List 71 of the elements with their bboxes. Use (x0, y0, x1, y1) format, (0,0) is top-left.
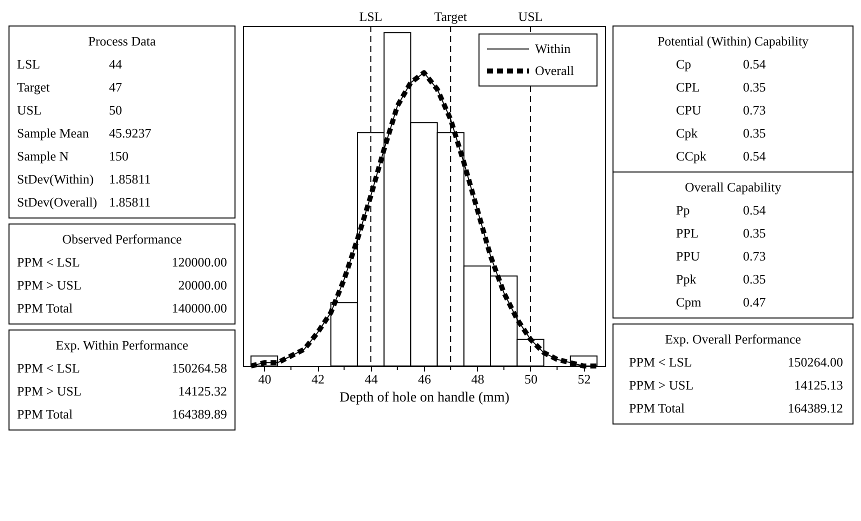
text: Target (17, 80, 50, 94)
x-tick-label: 52 (578, 372, 591, 386)
text: 164389.89 (172, 406, 227, 422)
text: 0.73 (743, 102, 766, 118)
text: PPM > USL (17, 278, 82, 292)
text: Ppk (676, 272, 697, 286)
text: PPU (676, 248, 700, 264)
text: 164389.12 (788, 400, 843, 416)
text: 44 (109, 56, 122, 72)
text: USL (17, 102, 42, 118)
ref-line-label: Target (434, 9, 468, 24)
text: 20000.00 (178, 278, 227, 292)
text: 0.35 (743, 272, 766, 286)
text: 0.54 (743, 56, 766, 72)
text: Sample N (17, 148, 70, 164)
x-tick-label: 42 (312, 372, 325, 386)
text: 47 (109, 80, 122, 94)
text: PPM Total (17, 300, 73, 316)
x-axis-title: Depth of hole on handle (mm) (340, 390, 510, 406)
text: Exp. Overall Performance (664, 332, 802, 346)
text: Pp (676, 202, 690, 218)
text: 45.9237 (109, 126, 152, 140)
text: 150264.58 (172, 360, 227, 376)
text: Sample Mean (17, 126, 90, 140)
text: 0.35 (743, 226, 766, 240)
text: 14125.32 (178, 384, 227, 398)
text: 140000.00 (172, 300, 227, 316)
text: PPM Total (629, 400, 685, 416)
text: 0.35 (743, 80, 766, 94)
text: 0.73 (743, 248, 766, 264)
text: 120000.00 (172, 254, 227, 270)
legend-label: Overall (535, 63, 574, 78)
text: PPM Total (17, 406, 73, 422)
text: 0.54 (743, 202, 766, 218)
ref-line-label: LSL (359, 9, 382, 24)
text: Exp. Within Performance (56, 338, 188, 352)
text: 150 (109, 148, 128, 164)
text: 1.85811 (109, 172, 151, 186)
ref-line-label: USL (518, 9, 543, 24)
text: CPL (676, 80, 700, 94)
text: Overall Capability (684, 180, 782, 194)
text: PPM < LSL (17, 254, 80, 270)
text: Potential (Within) Capability (657, 34, 810, 48)
text: 1.85811 (109, 194, 151, 210)
x-tick-label: 40 (258, 372, 272, 386)
text: 14125.13 (794, 378, 843, 392)
text: 0.54 (743, 148, 766, 164)
text: PPM > USL (17, 384, 82, 398)
text: LSL (17, 56, 40, 72)
x-tick-label: 44 (364, 372, 378, 386)
text: 50 (109, 102, 122, 118)
legend-label: Within (535, 41, 572, 56)
x-tick-label: 48 (471, 372, 484, 386)
text: PPM < LSL (17, 360, 80, 376)
text: Cpk (676, 126, 698, 140)
text: StDev(Within) (17, 172, 94, 186)
x-tick-label: 46 (418, 372, 432, 386)
text: PPM > USL (629, 378, 694, 392)
text: StDev(Overall) (17, 194, 98, 210)
text: PPM < LSL (629, 354, 692, 370)
text: PPL (676, 226, 698, 240)
text: CCpk (676, 148, 707, 164)
text: CPU (676, 102, 702, 118)
text: 150264.00 (788, 354, 843, 370)
text: Cp (676, 56, 692, 72)
text: Cpm (676, 294, 702, 310)
text: Observed Performance (62, 232, 182, 246)
text: 0.47 (743, 294, 766, 310)
text: Process Data (88, 34, 156, 48)
text: 0.35 (743, 126, 766, 140)
x-tick-label: 50 (524, 372, 538, 386)
